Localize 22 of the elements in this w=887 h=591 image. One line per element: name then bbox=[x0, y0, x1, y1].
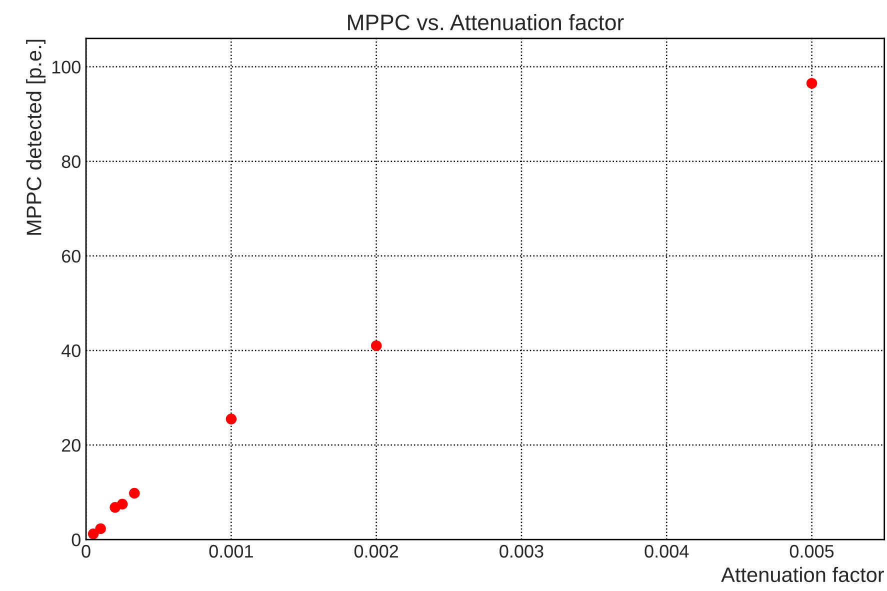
point bbox=[806, 78, 818, 89]
x-tick-label: 0 bbox=[82, 544, 90, 558]
x-tick-label: 0.004 bbox=[644, 544, 689, 558]
x-tick-label: 0.002 bbox=[354, 544, 398, 558]
y-tick-label: 80 bbox=[62, 155, 80, 168]
y-tick-label: 60 bbox=[62, 250, 80, 263]
point bbox=[95, 523, 106, 534]
chart-title: MPPC vs. Attenuation factor bbox=[348, 14, 624, 30]
x-tick-label: 0.005 bbox=[790, 544, 834, 558]
y-tick-label: 20 bbox=[62, 438, 80, 452]
point bbox=[116, 498, 128, 510]
point bbox=[226, 414, 237, 424]
y-tick-label: 100 bbox=[52, 60, 80, 74]
x-tick-label: 0.003 bbox=[500, 544, 544, 558]
x-tick-label: 0.001 bbox=[209, 544, 253, 558]
point bbox=[88, 528, 99, 540]
y-axis-title: MPPC detected [p.e.] bbox=[26, 40, 46, 235]
y-tick-label: 0 bbox=[72, 534, 80, 546]
x-axis-title: Attenuation factor bbox=[721, 566, 884, 582]
point bbox=[128, 488, 140, 499]
y-tick-label: 40 bbox=[62, 344, 80, 358]
point bbox=[370, 340, 382, 352]
